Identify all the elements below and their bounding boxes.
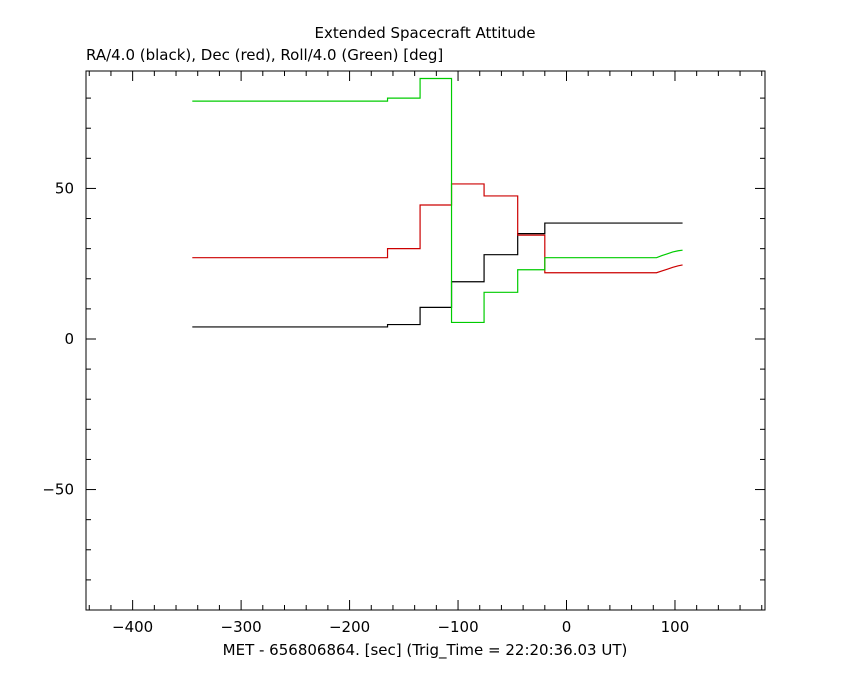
y-tick-label: −50 [42,481,74,499]
series-line-roll [192,77,683,324]
plot-frame [85,70,766,611]
x-tick-label: −300 [221,618,262,636]
chart-title: Extended Spacecraft Attitude [314,24,535,42]
chart-subtitle: RA/4.0 (black), Dec (red), Roll/4.0 (Gre… [86,46,443,64]
x-tick-label: −200 [329,618,370,636]
series-group [192,77,683,328]
y-tick-label: 0 [64,330,74,348]
y-tick-label: 50 [55,179,74,197]
x-tick-label: −100 [437,618,478,636]
series-line-ra [192,222,683,328]
x-tick-label: −400 [112,618,153,636]
axes: −400 −300 −200 −100 0 100 −50 0 50 [42,70,766,636]
series-line-dec [192,183,683,274]
x-tick-label: 100 [661,618,690,636]
x-axis-label: MET - 656806864. [sec] (Trig_Time = 22:2… [223,641,628,660]
x-tick-label: 0 [562,618,572,636]
